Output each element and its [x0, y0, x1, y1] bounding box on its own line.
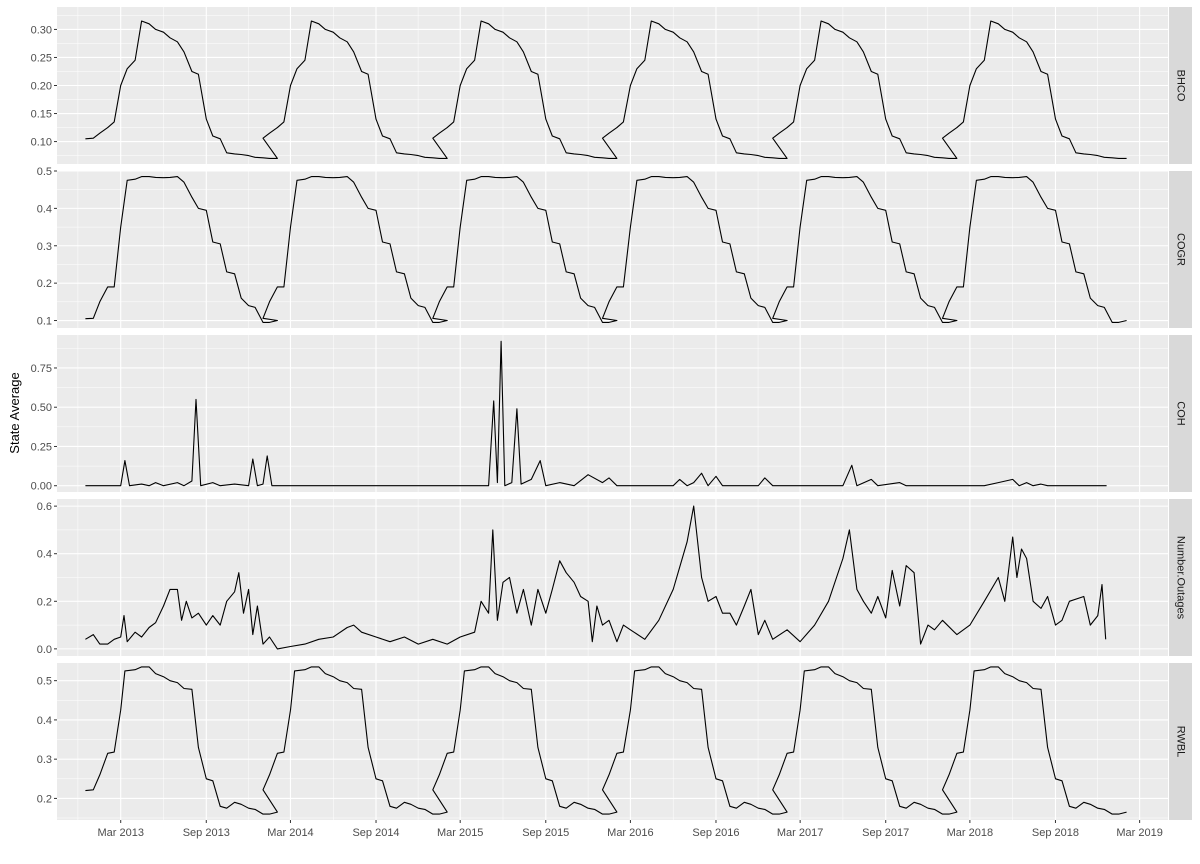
panel-cogr: 0.1 0.2 0.3 0.4 0.5 COGR — [37, 166, 1192, 328]
y-tick-label: 0.3 — [37, 241, 52, 253]
x-tick-label: Mar 2013 — [97, 827, 143, 839]
panel-bhco: 0.10 0.15 0.20 0.25 0.30 BHCO — [31, 7, 1192, 164]
x-tick-label: Mar 2017 — [777, 827, 823, 839]
facet-strip-label: BHCO — [1175, 70, 1187, 102]
series-line-number-outages — [85, 505, 1107, 650]
facet-strip — [1169, 499, 1192, 656]
x-tick-label: Mar 2016 — [607, 827, 653, 839]
y-tick-label: 0.20 — [31, 81, 52, 93]
x-tick-label: Sep 2016 — [692, 827, 739, 839]
facet-strip-label: RWBL — [1175, 726, 1187, 758]
panel-rwbl: 0.2 0.3 0.4 0.5 RWBL — [37, 663, 1192, 820]
panels: 0.10 0.15 0.20 0.25 0.30 BHCO 0.1 0.2 0.3 0.4 0.5 C… — [31, 7, 1192, 820]
y-tick-label: 0.4 — [37, 715, 52, 727]
series-line-bhco — [85, 20, 1127, 159]
x-axis: Mar 2013 Sep 2013 Mar 2014 Sep 2014 Mar 2015… — [97, 820, 1163, 839]
y-tick-label: 0.10 — [31, 137, 52, 149]
y-axis-title: State Average — [7, 372, 22, 453]
facet-strip — [1169, 335, 1192, 492]
y-tick-label: 0.00 — [31, 481, 52, 493]
y-tick-label: 0.25 — [31, 441, 52, 453]
x-tick-label: Sep 2015 — [522, 827, 569, 839]
y-tick-label: 0.50 — [31, 402, 52, 414]
y-tick-label: 0.3 — [37, 754, 52, 766]
facet-strip-label: COGR — [1175, 233, 1187, 266]
x-tick-label: Sep 2013 — [183, 827, 230, 839]
facet-strip-label: COH — [1175, 401, 1187, 426]
y-tick-label: 0.6 — [37, 501, 52, 513]
y-tick-label: 0.2 — [37, 596, 52, 608]
y-tick-label: 0.2 — [37, 278, 52, 290]
y-tick-label: 0.5 — [37, 166, 52, 178]
x-tick-label: Sep 2017 — [862, 827, 909, 839]
series-line-rwbl — [85, 666, 1127, 815]
series-line-cogr — [85, 176, 1127, 323]
y-tick-label: 0.1 — [37, 316, 52, 328]
y-tick-label: 0.4 — [37, 203, 52, 215]
facet-strip — [1169, 663, 1192, 820]
series-line-coh — [85, 340, 1107, 487]
y-tick-label: 0.2 — [37, 793, 52, 805]
facet-strip — [1169, 171, 1192, 328]
facet-strip-label: Number.Outages — [1175, 536, 1187, 620]
panel-background — [57, 335, 1168, 492]
panel-background — [57, 663, 1168, 820]
y-tick-label: 0.25 — [31, 52, 52, 64]
y-tick-label: 0.30 — [31, 24, 52, 36]
x-tick-label: Sep 2018 — [1032, 827, 1079, 839]
y-tick-label: 0.15 — [31, 109, 52, 121]
x-tick-label: Mar 2014 — [267, 827, 313, 839]
y-tick-label: 0.0 — [37, 644, 52, 656]
y-tick-label: 0.4 — [37, 549, 52, 561]
panel-background — [57, 171, 1168, 328]
panel-number-outages: 0.0 0.2 0.4 0.6 Number.Outages — [37, 499, 1192, 656]
y-tick-label: 0.75 — [31, 363, 52, 375]
y-tick-label: 0.5 — [37, 676, 52, 688]
x-tick-label: Mar 2015 — [437, 827, 483, 839]
panel-coh: 0.00 0.25 0.50 0.75 COH — [31, 335, 1192, 493]
facet-strip — [1169, 7, 1192, 164]
x-tick-label: Sep 2014 — [352, 827, 399, 839]
x-tick-label: Mar 2018 — [947, 827, 993, 839]
x-tick-label: Mar 2019 — [1116, 827, 1162, 839]
